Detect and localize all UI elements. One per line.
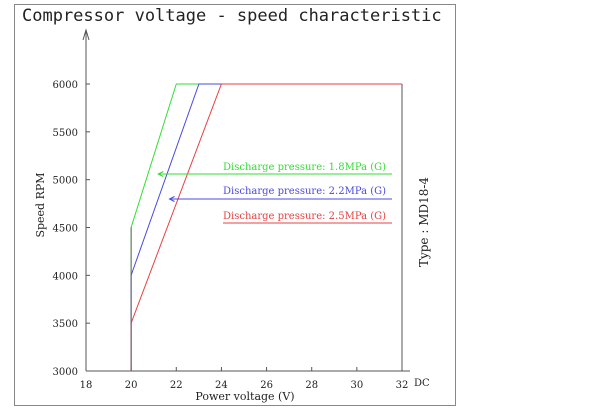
annotation-arrow-2 <box>168 196 175 202</box>
y-axis-arrow <box>82 28 90 41</box>
x-axis-label: Power voltage (V) <box>195 390 294 403</box>
chart-series <box>130 83 402 371</box>
y-axis-label: Speed RPM <box>34 172 47 237</box>
y-tick-label: 3500 <box>53 319 78 330</box>
y-tick-label: 3000 <box>53 367 78 378</box>
x-tick-label: 22 <box>170 380 183 391</box>
series-annotation-2: Discharge pressure: 2.2MPa (G) <box>223 186 386 197</box>
series-annotation-3: Discharge pressure: 2.5MPa (G) <box>223 211 386 222</box>
y-tick-label: 5500 <box>53 128 78 139</box>
x-tick-label: 30 <box>350 380 363 391</box>
x-tick-label: 26 <box>260 380 273 391</box>
chart-title: Compressor voltage - speed characteristi… <box>22 6 442 26</box>
type-label: Type : MD18-4 <box>417 177 431 267</box>
y-tick-label: 6000 <box>53 80 78 91</box>
x-axis-unit: DC <box>414 378 430 389</box>
chart-annotations: Discharge pressure: 1.8MPa (G) Discharge … <box>157 162 392 224</box>
x-tick-label: 28 <box>305 380 318 391</box>
y-tick-label: 5000 <box>53 176 78 187</box>
x-tick-label: 18 <box>80 380 93 391</box>
chart-axes: 18 20 22 24 26 28 30 32 3000 3500 4000 4500 5000 5500… <box>53 28 410 391</box>
series-line-3 <box>130 83 402 371</box>
series-line-2 <box>130 83 402 371</box>
x-tick-label: 20 <box>125 380 138 391</box>
y-tick-label: 4000 <box>53 271 78 282</box>
series-line-1 <box>130 83 402 371</box>
x-tick-label: 32 <box>396 380 409 391</box>
annotation-arrow-1 <box>157 171 164 177</box>
chart-frame <box>14 4 456 406</box>
y-tick-label: 4500 <box>53 224 78 235</box>
x-tick-label: 24 <box>215 380 228 391</box>
series-annotation-1: Discharge pressure: 1.8MPa (G) <box>223 162 386 173</box>
